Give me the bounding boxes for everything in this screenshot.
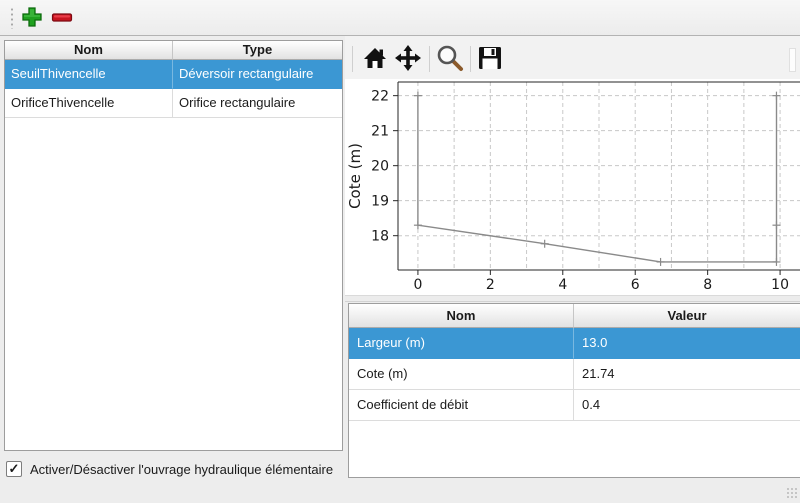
properties-table: Nom Valeur Largeur (m) 13.0 Cote (m) 21.…: [348, 303, 800, 478]
property-name[interactable]: Coefficient de débit: [349, 390, 574, 421]
toolbar-separator: [429, 46, 430, 72]
activation-checkbox[interactable]: ✓ Activer/Désactiver l'ouvrage hydrauliq…: [6, 461, 333, 477]
table-row-seuil[interactable]: SeuilThivencelle Déversoir rectangulaire: [5, 60, 342, 89]
property-value[interactable]: 13.0: [574, 328, 800, 359]
column-header-valeur[interactable]: Valeur: [574, 304, 800, 328]
column-header-nom[interactable]: Nom: [349, 304, 574, 328]
plus-icon: [21, 6, 43, 31]
svg-text:22: 22: [371, 89, 389, 105]
pan-move-icon: [394, 44, 422, 75]
remove-structure-button[interactable]: [50, 6, 74, 30]
svg-text:10: 10: [771, 277, 789, 293]
cell-nom[interactable]: OrificeThivencelle: [5, 89, 173, 118]
property-name[interactable]: Cote (m): [349, 359, 574, 390]
svg-text:2: 2: [486, 277, 495, 293]
minus-icon: [51, 6, 73, 31]
cell-type[interactable]: Orifice rectangulaire: [173, 89, 342, 118]
toolbar-groove: [789, 48, 796, 72]
magnifier-icon: [436, 44, 464, 75]
svg-text:4: 4: [558, 277, 567, 293]
horizontal-splitter[interactable]: [345, 295, 800, 302]
toolbar-separator: [470, 46, 471, 72]
y-axis-label: Cote (m): [346, 143, 364, 209]
property-name[interactable]: Largeur (m): [349, 328, 574, 359]
column-header-type[interactable]: Type: [173, 41, 342, 60]
svg-text:20: 20: [371, 159, 389, 175]
activation-checkbox-label: Activer/Désactiver l'ouvrage hydraulique…: [30, 461, 334, 477]
svg-text:6: 6: [631, 277, 640, 293]
checkbox-check-icon[interactable]: ✓: [6, 461, 22, 477]
profile-plot-canvas[interactable]: 0 2 4 6 8 10 18 19 20 21 22 Cote (m): [345, 79, 800, 295]
toolbar-drag-handle[interactable]: [10, 7, 15, 29]
property-row-largeur[interactable]: Largeur (m) 13.0: [349, 328, 800, 359]
table-row-orifice[interactable]: OrificeThivencelle Orifice rectangulaire: [5, 89, 342, 118]
add-structure-button[interactable]: [20, 6, 44, 30]
zoom-button[interactable]: [435, 44, 465, 74]
floppy-save-icon: [477, 45, 503, 74]
profile-plot[interactable]: 0 2 4 6 8 10 18 19 20 21 22 Cote (m): [345, 79, 800, 295]
structures-table-header: Nom Type: [5, 41, 342, 60]
property-row-cote[interactable]: Cote (m) 21.74: [349, 359, 800, 390]
home-icon: [362, 45, 388, 74]
cell-type[interactable]: Déversoir rectangulaire: [173, 60, 342, 89]
column-header-nom[interactable]: Nom: [5, 41, 173, 60]
save-button[interactable]: [475, 44, 505, 74]
cell-nom[interactable]: SeuilThivencelle: [5, 60, 173, 89]
toolbar-separator: [352, 46, 353, 72]
pan-button[interactable]: [393, 44, 423, 74]
home-button[interactable]: [360, 44, 390, 74]
svg-text:18: 18: [371, 229, 389, 245]
svg-text:19: 19: [371, 194, 389, 210]
main-toolbar: [0, 0, 800, 36]
structures-table: Nom Type SeuilThivencelle Déversoir rect…: [4, 40, 343, 451]
svg-text:21: 21: [371, 124, 389, 140]
window-resize-grip[interactable]: [786, 487, 798, 499]
property-value[interactable]: 21.74: [574, 359, 800, 390]
plot-toolbar: [345, 36, 800, 80]
properties-table-header: Nom Valeur: [349, 304, 800, 328]
svg-text:8: 8: [703, 277, 712, 293]
property-row-coefficient[interactable]: Coefficient de débit 0.4: [349, 390, 800, 421]
svg-text:0: 0: [413, 277, 422, 293]
property-value[interactable]: 0.4: [574, 390, 800, 421]
